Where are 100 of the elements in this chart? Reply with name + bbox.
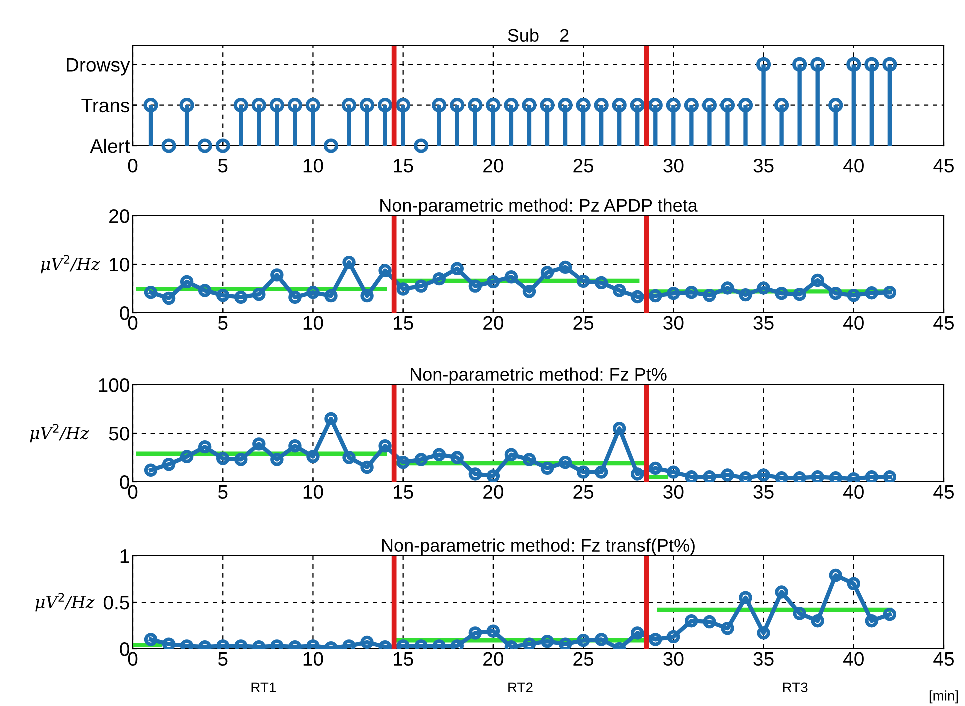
category-label: Trans — [82, 99, 130, 113]
x-axis-title: [min] — [930, 690, 958, 704]
chart-title: Non-parametric method: Fz Pt% — [411, 368, 667, 385]
point — [144, 464, 158, 477]
point — [594, 466, 608, 479]
point — [414, 453, 428, 466]
point — [180, 275, 194, 289]
point — [829, 287, 842, 300]
x-tick-label: 5 — [218, 485, 228, 500]
x-tick-label: 30 — [664, 485, 684, 500]
point — [486, 624, 500, 638]
x-tick-label: 10 — [304, 485, 324, 500]
point — [252, 288, 266, 302]
point — [594, 633, 608, 646]
x-tick-label: 10 — [304, 316, 324, 330]
point — [324, 412, 338, 426]
point — [144, 633, 158, 646]
x-tick-label: 5 — [218, 159, 228, 173]
point — [576, 634, 590, 648]
x-tick-label: 40 — [844, 316, 864, 330]
point — [703, 615, 716, 629]
point — [721, 468, 734, 482]
x-tick-label: 45 — [934, 159, 954, 173]
point — [576, 274, 590, 288]
point — [306, 286, 320, 300]
x-tick-label: 40 — [844, 652, 864, 666]
point — [378, 264, 392, 278]
point — [198, 284, 212, 298]
point — [613, 284, 626, 298]
point — [180, 450, 194, 464]
point — [306, 450, 320, 464]
point — [793, 472, 806, 482]
point — [540, 266, 554, 280]
point — [811, 614, 824, 628]
point — [703, 288, 716, 302]
point — [613, 422, 626, 436]
category-label: Drowsy — [67, 58, 130, 76]
point — [252, 438, 266, 451]
point — [162, 292, 176, 306]
x-tick-label: 25 — [574, 316, 594, 330]
point — [522, 285, 536, 298]
point — [558, 456, 572, 470]
point — [739, 472, 752, 482]
point — [540, 462, 554, 476]
point — [198, 440, 212, 454]
point — [324, 289, 338, 303]
x-tick-label: 25 — [574, 485, 594, 500]
point — [360, 636, 374, 649]
x-tick-label: 40 — [844, 485, 864, 500]
chart-title: Sub 2 — [508, 28, 569, 42]
y-axis-title: μV$^{2}$/Hz — [30, 424, 90, 443]
point — [450, 451, 464, 464]
y-tick-label: 50 — [109, 426, 130, 441]
x-tick-label: 30 — [664, 159, 684, 173]
point — [757, 468, 770, 482]
point — [685, 470, 698, 482]
x-tick-label: 45 — [934, 652, 954, 666]
x-tick-label: 30 — [664, 316, 684, 330]
x-tick-label: 15 — [394, 485, 414, 500]
point — [432, 272, 446, 286]
point — [360, 460, 374, 474]
x-tick-label: 35 — [754, 159, 774, 173]
point — [486, 275, 500, 289]
text: RT1 — [252, 682, 276, 692]
point — [396, 456, 410, 470]
point — [847, 288, 860, 302]
x-tick-label: 20 — [484, 159, 504, 173]
point — [414, 280, 428, 293]
y-axis-title: μV$^{2}$/Hz — [41, 255, 100, 274]
point — [504, 448, 518, 462]
x-tick-label: 35 — [754, 485, 774, 500]
point — [811, 274, 824, 288]
x-tick-label: 45 — [934, 316, 954, 330]
point — [342, 256, 356, 270]
point — [865, 470, 879, 482]
point — [631, 468, 644, 481]
point — [775, 287, 788, 300]
point — [270, 268, 284, 282]
point — [631, 626, 644, 640]
x-tick-label: 10 — [304, 652, 324, 666]
point — [865, 286, 879, 300]
y-tick-label: 0 — [120, 306, 130, 320]
x-tick-label: 25 — [574, 159, 594, 173]
point — [468, 280, 482, 293]
y-tick-label: 20 — [110, 209, 130, 224]
x-tick-label: 35 — [754, 652, 774, 666]
point — [270, 453, 284, 466]
y-tick-label: 0 — [120, 642, 130, 656]
point — [793, 607, 806, 620]
point — [594, 276, 608, 290]
point — [504, 270, 518, 284]
chart-title: Non-parametric method: Pz APDP theta — [380, 198, 698, 216]
y-tick-label: 1 — [120, 550, 130, 564]
x-tick-label: 45 — [934, 485, 954, 500]
point — [775, 586, 788, 599]
point — [739, 288, 752, 302]
point — [865, 614, 879, 628]
y-tick-label: 0 — [120, 475, 130, 490]
point — [757, 626, 770, 640]
point — [883, 470, 897, 482]
